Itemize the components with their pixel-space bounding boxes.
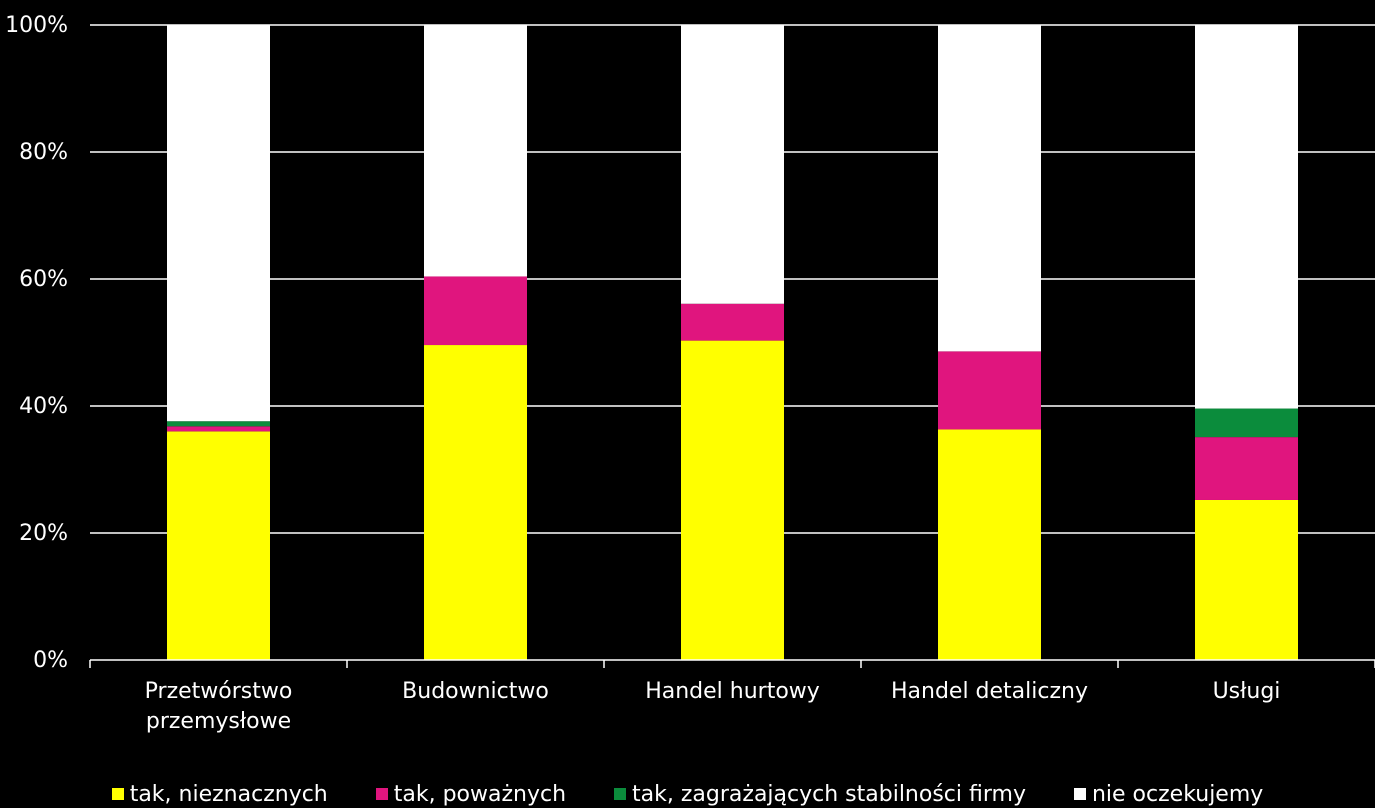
bar-segment xyxy=(681,340,784,660)
x-tick-label: Handel detaliczny xyxy=(891,679,1088,704)
y-tick-label: 100% xyxy=(5,13,68,38)
legend-item: tak, poważnych xyxy=(375,780,567,808)
legend-swatch xyxy=(1073,788,1086,800)
bar-segment xyxy=(1195,499,1298,660)
legend-label: tak, nieznacznych xyxy=(129,781,328,807)
x-tick-label: Przetwórstwo xyxy=(145,679,293,704)
y-tick-label: 0% xyxy=(33,648,68,673)
bar-segment xyxy=(424,276,527,346)
x-tick-label: Handel hurtowy xyxy=(645,679,820,704)
bar-segment xyxy=(938,25,1041,352)
legend-swatch xyxy=(614,788,627,800)
bar-segment xyxy=(167,426,270,432)
legend-label: tak, poważnych xyxy=(393,781,567,807)
bar-segment xyxy=(167,25,270,422)
y-tick-label: 60% xyxy=(19,267,68,292)
y-tick-label: 20% xyxy=(19,521,68,546)
x-axis xyxy=(89,659,1375,668)
bars xyxy=(167,25,1298,660)
x-tick-label: Usługi xyxy=(1213,679,1281,704)
legend-label: tak, zagrażających stabilności firmy xyxy=(632,781,1026,807)
legend-item: tak, zagrażających stabilności firmy xyxy=(614,780,1026,808)
bar-segment xyxy=(167,421,270,427)
bar-segment xyxy=(424,345,527,660)
y-tick-label: 40% xyxy=(19,394,68,419)
legend-swatch xyxy=(375,788,388,800)
legend-item: nie oczekujemy xyxy=(1073,780,1264,808)
bar-segment xyxy=(938,429,1041,660)
x-axis-tick-labels: Przetwórstwo przemysłowe Budownictwo Handel… xyxy=(145,679,1281,734)
legend-swatch xyxy=(111,788,124,800)
x-tick-label: Budownictwo xyxy=(402,679,549,704)
y-tick-label: 80% xyxy=(19,140,68,165)
bar-segment xyxy=(167,431,270,660)
bar-segment xyxy=(424,25,527,277)
bar-segment xyxy=(681,303,784,341)
bar-segment xyxy=(1195,25,1298,409)
legend-item: tak, nieznacznych xyxy=(111,780,328,808)
legend: tak, nieznacznych tak, poważnych tak, zagr… xyxy=(0,780,1375,808)
x-tick-label: przemysłowe xyxy=(146,709,291,734)
bar-segment xyxy=(681,25,784,304)
legend-label: nie oczekujemy xyxy=(1091,781,1264,807)
bar-segment xyxy=(1195,408,1298,438)
bar-segment xyxy=(938,351,1041,430)
bar-segment xyxy=(1195,437,1298,500)
y-axis-tick-labels: 0% 20% 40% 60% 80% 100% xyxy=(5,13,68,673)
